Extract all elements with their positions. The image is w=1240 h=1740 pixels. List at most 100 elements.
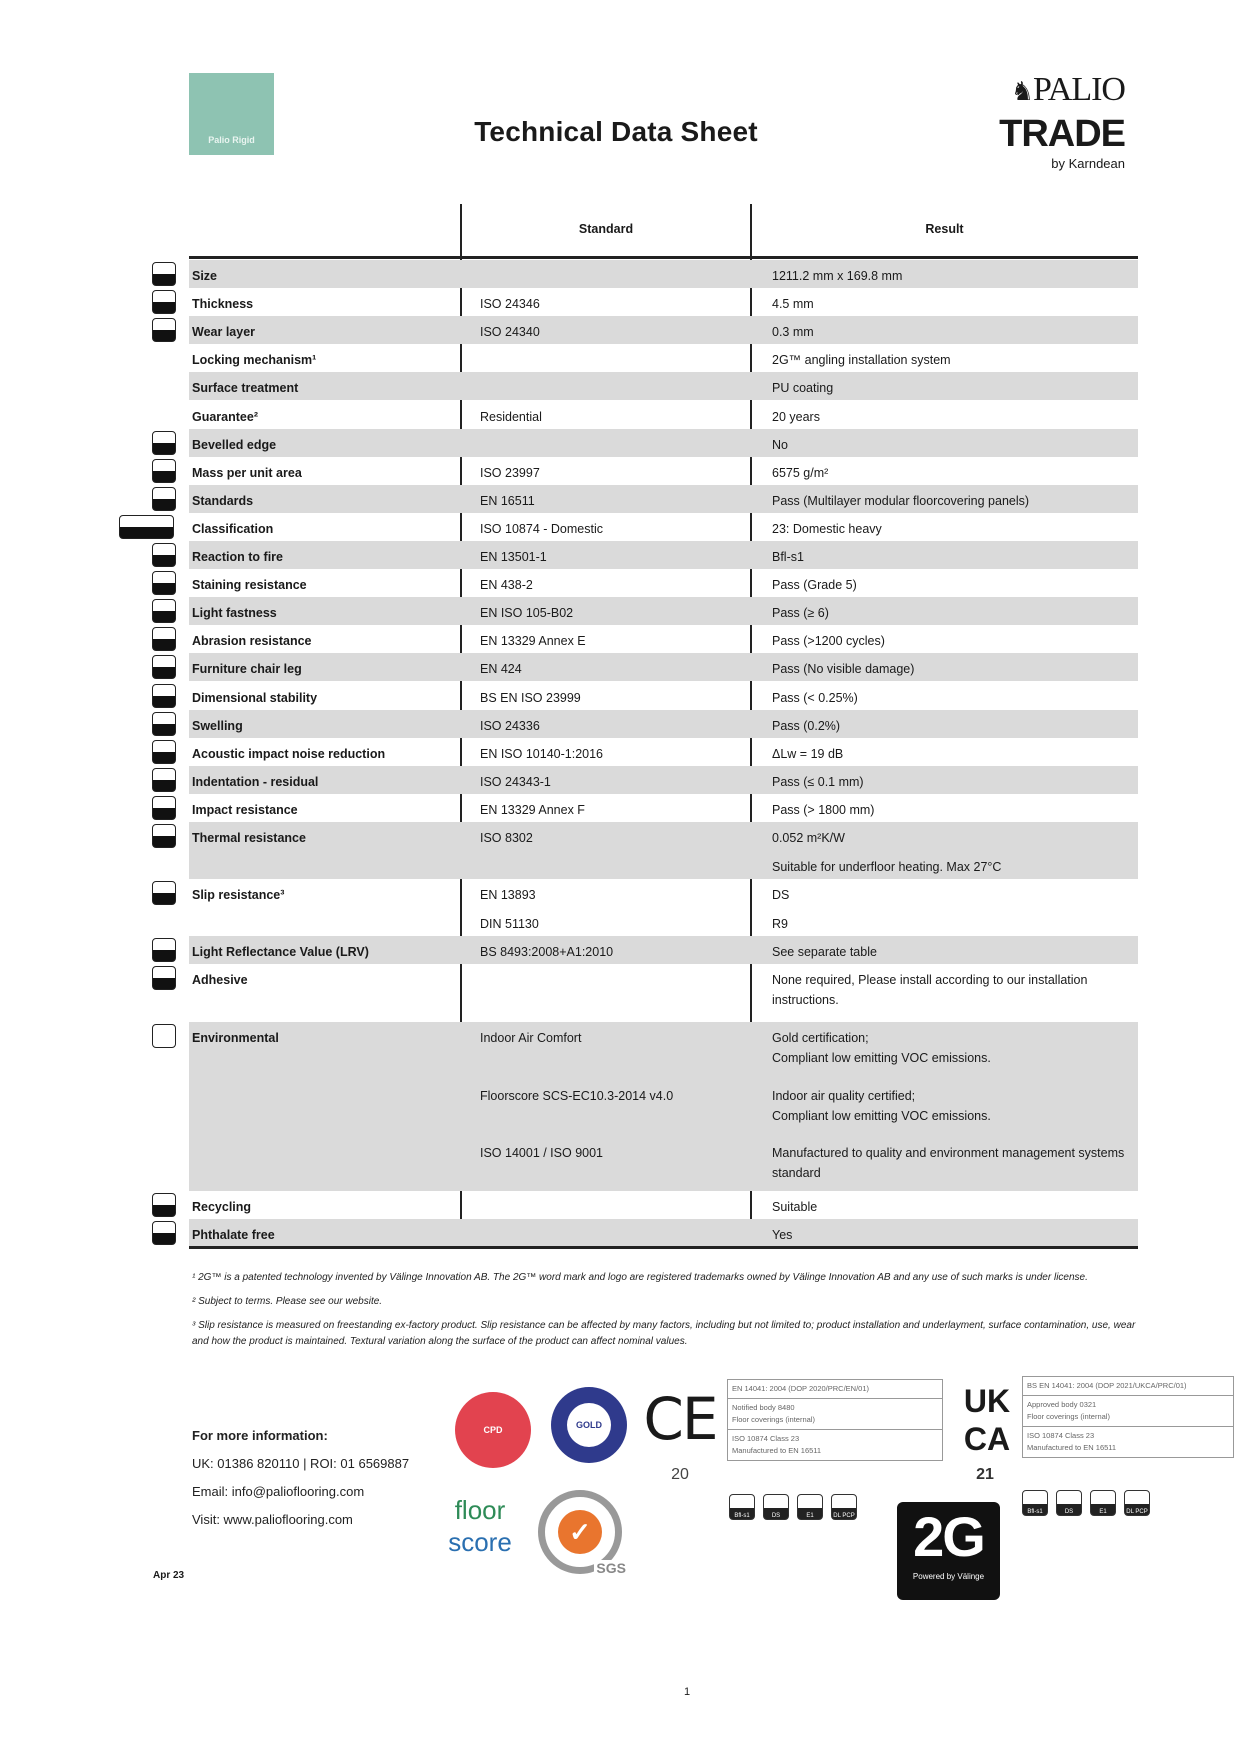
- sgs-label: SGS: [594, 1560, 628, 1576]
- table-row: Reaction to fire EN 13501-1 Bfl-s1: [152, 541, 1138, 570]
- contact-email[interactable]: Email: info@palioflooring.com: [192, 1484, 365, 1499]
- standard-value: EN 424: [480, 662, 522, 677]
- ukca-line2: CA: [963, 1421, 1011, 1457]
- table-row: Phthalate free Yes: [152, 1219, 1138, 1248]
- size-icon: [152, 262, 176, 286]
- contact-phone: UK: 01386 820110 | ROI: 01 6569887: [192, 1456, 410, 1471]
- brand-line3: by Karndean: [1051, 156, 1125, 171]
- check-icon: ✓: [558, 1510, 602, 1554]
- table-row: Light Reflectance Value (LRV) BS 8493:200…: [152, 936, 1138, 965]
- table-row: Staining resistance EN 438-2 Pass (Grade 5…: [152, 569, 1138, 597]
- result-value: See separate table: [772, 945, 877, 959]
- result-value: Pass (>1200 cycles): [772, 634, 885, 649]
- indentation-icon: [152, 767, 176, 792]
- standard-value: EN ISO 10140-1:2016: [480, 746, 603, 761]
- table-row: Indentation - residual ISO 24343-1 Pass (≤…: [152, 765, 1138, 794]
- standard-value: ISO 8302: [480, 831, 533, 845]
- row-label: Surface treatment: [192, 381, 299, 396]
- row-label: Staining resistance: [192, 578, 307, 593]
- table-row: Thermal resistance ISO 8302 0.052 m²K/W Sui…: [152, 822, 1138, 879]
- standard-value: ISO 24336: [480, 718, 540, 733]
- table-row: Dimensional stability BS EN ISO 23999 Pass…: [152, 682, 1138, 710]
- header-rule: [189, 256, 1138, 259]
- result-value: Pass (0.2%): [772, 718, 841, 733]
- result-value: 6575 g/m²: [772, 465, 829, 480]
- row-label: Standards: [192, 493, 254, 508]
- row-label: Indentation - residual: [192, 774, 319, 789]
- table-row: Adhesive None required, Please install ac…: [152, 964, 1138, 1022]
- table-bottom-rule: [189, 1246, 1138, 1249]
- ce-performance-icons: Bfl-s1 DS E1 DL PCP: [729, 1494, 857, 1520]
- row-label: Furniture chair leg: [192, 662, 302, 677]
- result-value: 0.052 m²K/W: [772, 831, 845, 845]
- row-label: Size: [192, 269, 218, 283]
- result-value: Indoor air quality certified; Compliant …: [772, 1088, 991, 1123]
- result-value: 0.3 mm: [772, 325, 814, 340]
- sgs-logo: ✓ SGS: [538, 1490, 628, 1576]
- table-row: Guarantee² Residential 20 years: [189, 401, 1138, 429]
- result-value: Pass (> 1800 mm): [772, 802, 875, 817]
- result-value: Pass (≤ 0.1 mm): [772, 774, 864, 789]
- footnote-3: ³ Slip resistance is measured on freesta…: [192, 1320, 1136, 1347]
- table-row: Mass per unit area ISO 23997 6575 g/m²: [152, 457, 1138, 485]
- footnotes: ¹ 2G™ is a patented technology invented …: [192, 1270, 1137, 1358]
- standard-value: Residential: [480, 409, 542, 424]
- recycling-icon: [152, 1193, 176, 1218]
- standard-value: ISO 24346: [480, 297, 540, 312]
- result-value: None required, Please install according …: [772, 973, 1088, 1008]
- standard-value: EN 16511: [480, 493, 535, 508]
- result-value: 1211.2 mm x 169.8 mm: [772, 269, 903, 283]
- bevelled-edge-icon: [152, 430, 176, 455]
- swelling-icon: [152, 711, 176, 736]
- contact-website[interactable]: Visit: www.palioflooring.com: [192, 1512, 353, 1527]
- table-row: Locking mechanism¹ 2G™ angling installati…: [189, 344, 1138, 372]
- row-label: Wear layer: [192, 325, 256, 340]
- result-value: Pass (No visible damage): [772, 662, 915, 677]
- standard-value: ISO 10874 - Domestic: [480, 521, 603, 536]
- row-label: Mass per unit area: [192, 465, 302, 480]
- iac-label: GOLD: [576, 1420, 602, 1430]
- swatch-label: Palio Rigid: [208, 135, 255, 145]
- standard-value: Indoor Air Comfort: [480, 1031, 582, 1046]
- result-value: Pass (Grade 5): [772, 578, 857, 593]
- row-label: Acoustic impact noise reduction: [192, 746, 386, 761]
- table-row: Environmental Indoor Air Comfort Floorscor…: [152, 1022, 1138, 1192]
- staining-icon: [152, 571, 176, 596]
- standard-value: EN 438-2: [480, 578, 533, 593]
- table-row: Slip resistance³ EN 13893 DIN 51130 DS R9: [152, 879, 1138, 936]
- table-row: Standards EN 16511 Pass (Multilayer modula…: [152, 484, 1138, 513]
- result-value: DS: [772, 888, 790, 902]
- issue-date: Apr 23: [153, 1570, 185, 1581]
- ukca-performance-icons: Bfl-s1 DS E1 DL PCP: [1022, 1490, 1150, 1516]
- row-label: Abrasion resistance: [192, 634, 312, 649]
- standard-value: BS 8493:2008+A1:2010: [480, 945, 614, 959]
- row-label: Environmental: [192, 1031, 279, 1046]
- floorscore-line2: score: [448, 1527, 512, 1557]
- cpd-badge: CPD: [455, 1392, 531, 1468]
- table-row: Size 1211.2 mm x 169.8 mm: [152, 260, 1138, 289]
- floorscore-logo: floor score: [435, 1494, 525, 1574]
- result-value: PU coating: [772, 381, 834, 396]
- table-row: Impact resistance EN 13329 Annex F Pass (>…: [152, 794, 1138, 822]
- brand-logo: ♞PALIO TRADE by Karndean: [957, 70, 1126, 172]
- footnote-2: ² Subject to terms. Please see our websi…: [192, 1296, 383, 1307]
- result-value: Bfl-s1: [772, 550, 804, 564]
- table-row: Recycling Suitable: [152, 1191, 1138, 1219]
- contact-info: For more information: UK: 01386 820110 |…: [192, 1422, 409, 1534]
- ukca-box-line: ISO 10874 Class 23 Manufactured to EN 16…: [1027, 1431, 1117, 1452]
- standard-value: ISO 24343-1: [480, 774, 551, 789]
- ukca-mark: UK CA: [952, 1382, 1022, 1458]
- row-label: Impact resistance: [192, 802, 298, 817]
- standards-icon: [152, 486, 176, 511]
- result-value: Gold certification; Compliant low emitti…: [772, 1031, 991, 1066]
- mass-icon: [152, 458, 176, 483]
- result-value: Yes: [772, 1228, 793, 1243]
- fire-class-icon: Bfl-s1: [1022, 1490, 1048, 1516]
- slip-icon: [152, 881, 176, 905]
- column-header-standard: Standard: [578, 222, 634, 236]
- lrv-icon: [152, 938, 176, 962]
- row-label: Slip resistance³: [192, 888, 285, 902]
- ukca-line1: UK: [963, 1383, 1011, 1419]
- footnote-1: ¹ 2G™ is a patented technology invented …: [192, 1272, 1088, 1283]
- slip-class-icon: DS: [763, 1494, 789, 1520]
